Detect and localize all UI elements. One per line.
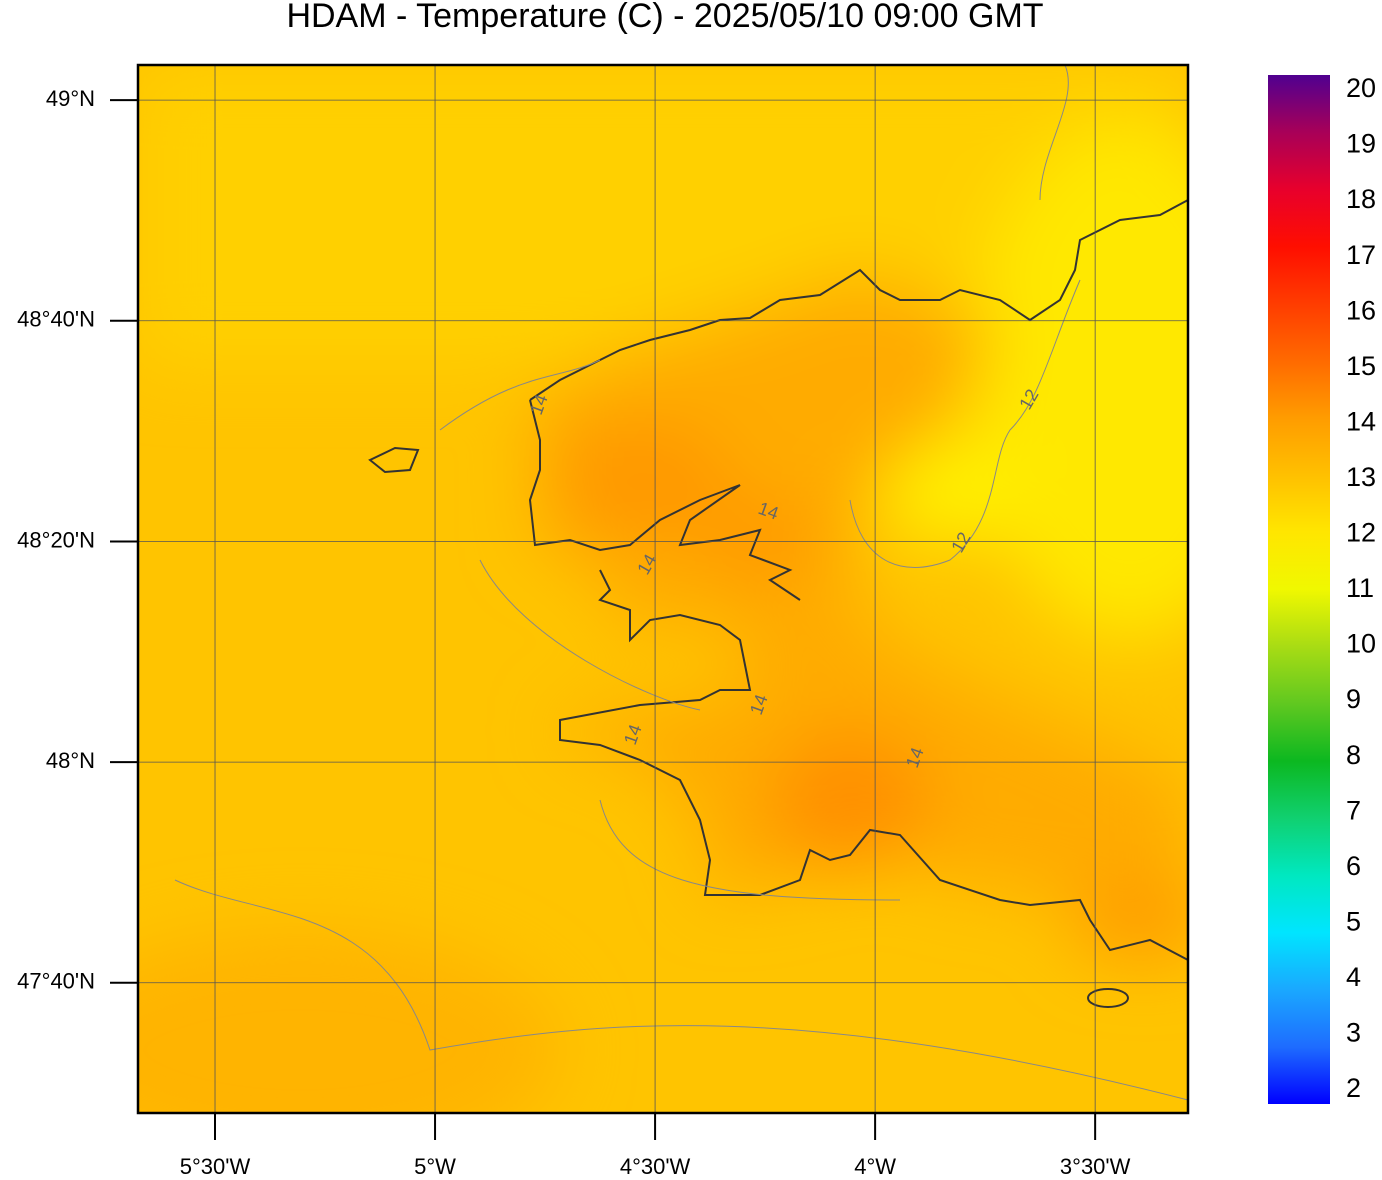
- colorbar-label: 14: [1346, 406, 1376, 436]
- graticule: 49°N 48°40'N 48°20'N 48°N 47°40'N 5°30'W 5°W 4°…: [17, 65, 1188, 1179]
- colorbar-label: 19: [1346, 129, 1376, 159]
- colorbar-label: 20: [1346, 73, 1376, 103]
- colorbar-label: 15: [1346, 351, 1376, 381]
- colorbar-label: 4: [1346, 962, 1361, 992]
- temperature-field: [138, 65, 1188, 1113]
- colorbar-label: 18: [1346, 184, 1376, 214]
- colorbar-label: 17: [1346, 240, 1376, 270]
- lat-label: 48°20'N: [17, 527, 95, 552]
- colorbar-label: 8: [1346, 740, 1361, 770]
- colorbar-label: 13: [1346, 462, 1376, 492]
- colorbar-label: 3: [1346, 1018, 1361, 1048]
- lon-label: 4°30'W: [620, 1154, 691, 1179]
- lon-label: 5°30'W: [180, 1154, 251, 1179]
- lon-label: 4°W: [854, 1154, 896, 1179]
- colorbar-label: 2: [1346, 1073, 1361, 1103]
- colorbar: [1268, 75, 1330, 1104]
- colorbar-label: 9: [1346, 684, 1361, 714]
- lat-label: 49°N: [46, 86, 95, 111]
- colorbar-label: 6: [1346, 851, 1361, 881]
- lon-label: 5°W: [414, 1154, 456, 1179]
- lat-label: 47°40'N: [17, 969, 95, 994]
- colorbar-label: 16: [1346, 295, 1376, 325]
- colorbar-label: 11: [1346, 573, 1374, 603]
- lon-label: 3°30'W: [1060, 1154, 1131, 1179]
- colorbar-label: 12: [1346, 518, 1376, 548]
- colorbar-label: 7: [1346, 795, 1361, 825]
- title: HDAM - Temperature (C) - 2025/05/10 09:0…: [286, 0, 1043, 35]
- map-frame: [136, 63, 1190, 1115]
- lat-label: 48°40'N: [17, 307, 95, 332]
- colorbar-label: 10: [1346, 629, 1376, 659]
- lat-label: 48°N: [46, 748, 95, 773]
- colorbar-label: 5: [1346, 906, 1361, 936]
